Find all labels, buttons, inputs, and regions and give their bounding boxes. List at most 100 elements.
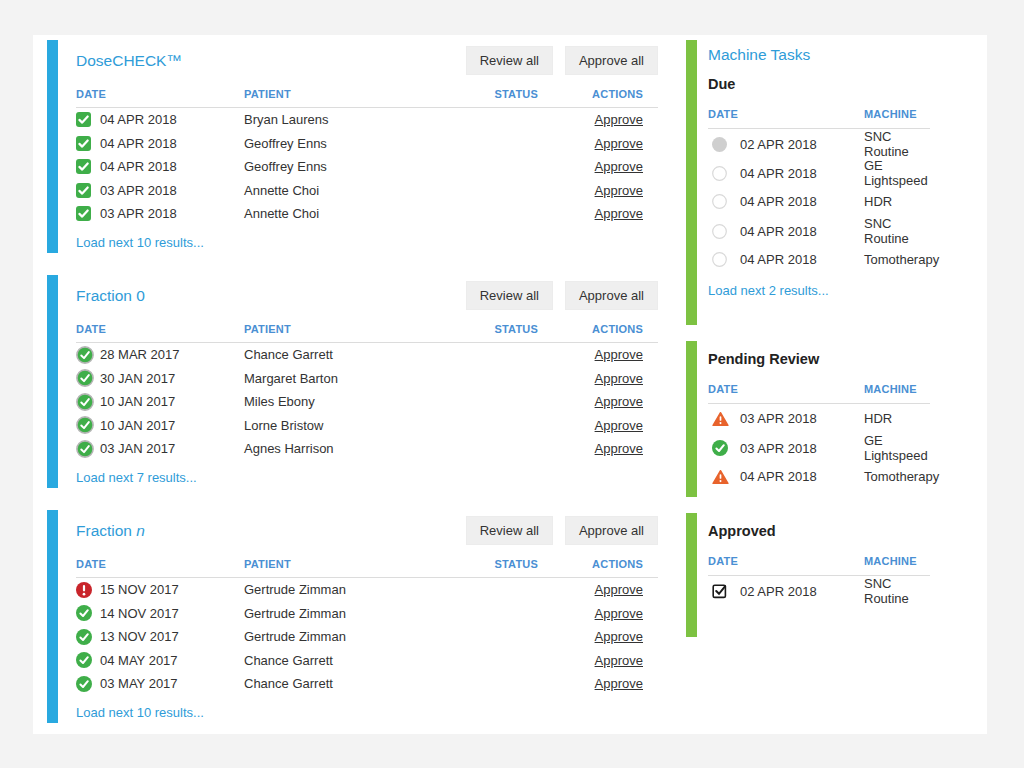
check-circle-icon: [76, 605, 96, 621]
table-row: 02 APR 2018 SNC Routine: [708, 576, 930, 605]
approve-link[interactable]: Approve: [595, 206, 643, 221]
right-column: Machine Tasks Due DATE MACHINE 02 APR 20…: [686, 40, 930, 653]
panel-title: Pending Review: [708, 351, 930, 367]
panel-dosecheck: DoseCHECK™ Review all Approve all DATE P…: [47, 40, 658, 253]
table-row: 04 APR 2018 GE Lightspeed: [708, 158, 930, 187]
row-patient: Geoffrey Enns: [244, 159, 448, 174]
row-date: 28 MAR 2017: [100, 347, 180, 362]
panel-title: Approved: [708, 523, 930, 539]
check-circle-ringed-icon: [76, 369, 96, 387]
approve-link[interactable]: Approve: [595, 582, 643, 597]
warning-triangle-icon: [712, 469, 730, 485]
row-date: 04 APR 2018: [740, 194, 817, 209]
check-circle-ringed-icon: [76, 440, 96, 458]
approve-link[interactable]: Approve: [595, 653, 643, 668]
table-header: DATE PATIENT STATUS ACTIONS: [76, 323, 658, 343]
row-patient: Chance Garrett: [244, 653, 448, 668]
panel-pending-review: Pending Review DATE MACHINE 03 APR 2018 …: [686, 341, 930, 497]
checkbox-checked-icon: [76, 112, 96, 127]
approve-link[interactable]: Approve: [595, 629, 643, 644]
row-date: 10 JAN 2017: [100, 418, 175, 433]
table-row: 10 JAN 2017 Miles Ebony Approve: [76, 390, 658, 414]
column-header-patient: PATIENT: [244, 88, 448, 100]
table-row: 13 NOV 2017 Gertrude Zimman Approve: [76, 625, 658, 649]
review-all-button[interactable]: Review all: [466, 281, 553, 310]
row-date: 14 NOV 2017: [100, 606, 179, 621]
row-date: 04 MAY 2017: [100, 653, 178, 668]
row-patient: Gertrude Zimman: [244, 629, 448, 644]
row-date: 15 NOV 2017: [100, 582, 179, 597]
panel-approved: Approved DATE MACHINE 02 APR 2018 SNC Ro…: [686, 513, 930, 637]
row-date: 02 APR 2018: [740, 137, 817, 152]
approve-link[interactable]: Approve: [595, 183, 643, 198]
load-more-link[interactable]: Load next 10 results...: [76, 705, 204, 720]
approve-link[interactable]: Approve: [595, 676, 643, 691]
panel-title: Machine Tasks: [708, 46, 930, 64]
column-header-date: DATE: [708, 555, 864, 567]
column-header-actions: ACTIONS: [538, 88, 643, 100]
circle-empty-icon: [712, 224, 730, 239]
approve-link[interactable]: Approve: [595, 112, 643, 127]
circle-empty-icon: [712, 194, 730, 209]
dashboard-card: DoseCHECK™ Review all Approve all DATE P…: [33, 35, 987, 734]
warning-triangle-icon: [712, 411, 730, 427]
table-row: 03 JAN 2017 Agnes Harrison Approve: [76, 437, 658, 461]
approve-link[interactable]: Approve: [595, 394, 643, 409]
row-patient: Margaret Barton: [244, 371, 448, 386]
check-circle-icon: [76, 629, 96, 645]
approve-link[interactable]: Approve: [595, 418, 643, 433]
table-header: DATE MACHINE: [708, 108, 930, 129]
table-header: DATE PATIENT STATUS ACTIONS: [76, 88, 658, 108]
panel-header: DoseCHECK™ Review all Approve all: [76, 47, 658, 74]
column-header-date: DATE: [76, 323, 244, 335]
column-header-status: STATUS: [448, 323, 538, 335]
row-patient: Gertrude Zimman: [244, 582, 448, 597]
check-circle-icon: [712, 440, 730, 456]
approve-link[interactable]: Approve: [595, 441, 643, 456]
row-date: 03 APR 2018: [740, 441, 817, 456]
row-patient: Bryan Laurens: [244, 112, 448, 127]
row-date: 03 APR 2018: [100, 206, 177, 221]
panel-title-text: Fraction 0: [76, 287, 145, 304]
table-row: 04 APR 2018 SNC Routine: [708, 216, 930, 245]
table-header: DATE PATIENT STATUS ACTIONS: [76, 558, 658, 578]
table-header: DATE MACHINE: [708, 555, 930, 576]
table-row: 04 APR 2018 Geoffrey Enns Approve: [76, 132, 658, 156]
panel-fraction-0: Fraction 0 Review all Approve all DATE P…: [47, 275, 658, 488]
table-row: 03 APR 2018 HDR: [708, 404, 930, 433]
table-row: 03 MAY 2017 Chance Garrett Approve: [76, 672, 658, 696]
page-title: DoseCHECK™: [76, 52, 182, 70]
table-row: 04 MAY 2017 Chance Garrett Approve: [76, 649, 658, 673]
circle-empty-icon: [712, 166, 730, 181]
row-machine: SNC Routine: [864, 129, 928, 159]
row-machine: GE Lightspeed: [864, 158, 928, 188]
approve-link[interactable]: Approve: [595, 371, 643, 386]
column-header-patient: PATIENT: [244, 558, 448, 570]
table-row: 03 APR 2018 GE Lightspeed: [708, 433, 930, 462]
review-all-button[interactable]: Review all: [466, 46, 553, 75]
error-circle-icon: [76, 582, 96, 598]
row-machine: SNC Routine: [864, 576, 928, 606]
column-header-date: DATE: [76, 558, 244, 570]
left-column: DoseCHECK™ Review all Approve all DATE P…: [47, 40, 658, 745]
load-more-link[interactable]: Load next 10 results...: [76, 235, 204, 250]
review-all-button[interactable]: Review all: [466, 516, 553, 545]
approve-all-button[interactable]: Approve all: [565, 46, 658, 75]
approve-link[interactable]: Approve: [595, 159, 643, 174]
circle-filled-gray-icon: [712, 137, 730, 152]
column-header-machine: MACHINE: [864, 108, 928, 120]
approve-all-button[interactable]: Approve all: [565, 281, 658, 310]
row-date: 04 APR 2018: [740, 469, 817, 484]
approve-all-button[interactable]: Approve all: [565, 516, 658, 545]
row-patient: Chance Garrett: [244, 676, 448, 691]
load-more-link[interactable]: Load next 7 results...: [76, 470, 197, 485]
checkbox-checked-icon: [76, 136, 96, 151]
row-patient: Annette Choi: [244, 183, 448, 198]
row-machine: GE Lightspeed: [864, 433, 928, 463]
column-header-actions: ACTIONS: [538, 558, 643, 570]
approve-link[interactable]: Approve: [595, 347, 643, 362]
approve-link[interactable]: Approve: [595, 606, 643, 621]
column-header-date: DATE: [76, 88, 244, 100]
load-more-link[interactable]: Load next 2 results...: [708, 283, 829, 298]
approve-link[interactable]: Approve: [595, 136, 643, 151]
